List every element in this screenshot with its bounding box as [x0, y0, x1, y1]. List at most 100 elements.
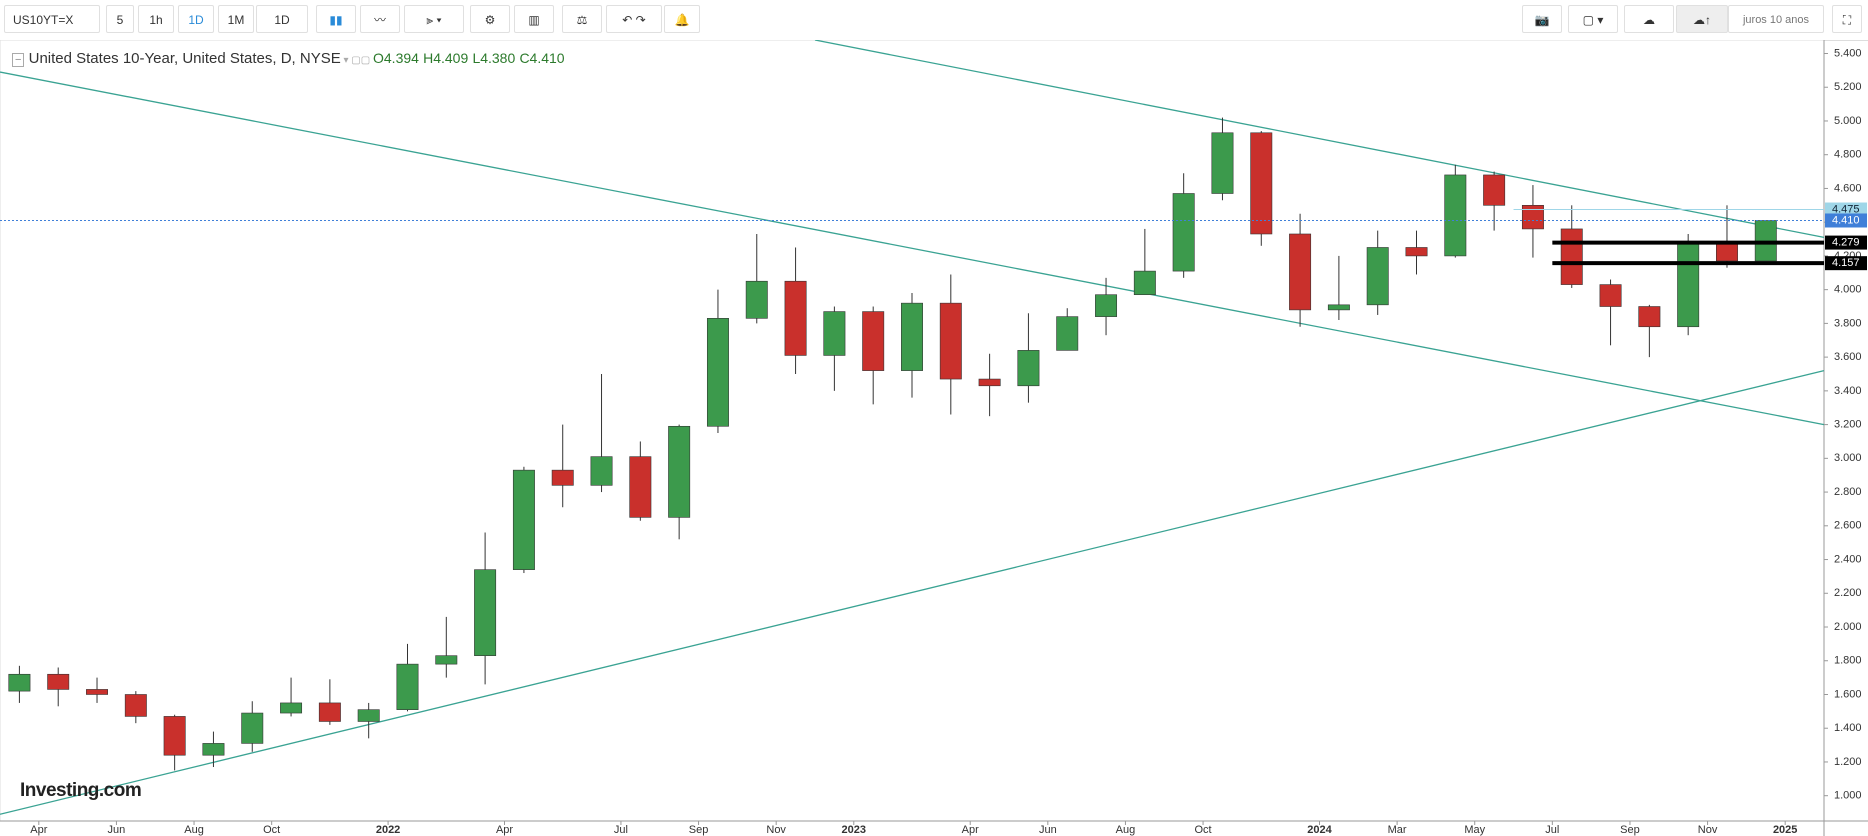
x-tick-label: 2024	[1307, 824, 1332, 836]
ohlc-low: L4.380	[472, 50, 516, 66]
candle-body	[745, 280, 768, 319]
y-tick-label: 5.200	[1834, 81, 1862, 93]
y-tick-label: 1.600	[1834, 688, 1862, 700]
x-tick-label: Sep	[689, 824, 709, 836]
chart-title: United States 10-Year, United States, D,…	[28, 50, 341, 67]
candle-body	[318, 702, 341, 722]
y-tick-label: 4.600	[1834, 182, 1862, 194]
candle-body	[512, 469, 535, 570]
candle-type-button[interactable]: ▮▮	[316, 5, 356, 33]
symbol-input[interactable]: US10YT=X	[4, 5, 100, 33]
candle-body	[357, 709, 380, 722]
candle-body	[551, 469, 574, 486]
y-tick-label: 1.000	[1834, 790, 1862, 802]
candle-body	[163, 716, 186, 756]
x-tick-label: Jul	[1545, 824, 1559, 836]
fullscreen-button[interactable]: ⛶	[1832, 5, 1862, 33]
candle-body	[629, 456, 652, 518]
candle-body	[784, 280, 807, 356]
y-tick-label: 3.200	[1834, 419, 1862, 431]
indicator-button[interactable]: ⫸ ▾	[404, 5, 464, 33]
candle-body	[1716, 242, 1738, 262]
candle-body	[1444, 174, 1467, 257]
line-type-button[interactable]: 〰	[360, 5, 400, 33]
alert-button[interactable]: 🔔	[664, 5, 700, 33]
x-tick-label: Apr	[962, 824, 979, 836]
y-tick-label: 5.400	[1834, 47, 1862, 59]
x-tick-label: Oct	[263, 824, 280, 836]
studies-button[interactable]: ▥	[514, 5, 554, 33]
interval-button[interactable]: 1M	[218, 5, 254, 33]
candle-body	[706, 318, 729, 427]
ohlc-close: C4.410	[519, 50, 565, 66]
candle-body	[939, 302, 962, 380]
price-label: 4.475	[1832, 203, 1860, 215]
toolbar: US10YT=X 5 1h 1D 1M 1D ▮▮ 〰 ⫸ ▾ ⚙ ▥ ⚖ ↶ …	[0, 0, 1868, 41]
y-tick-label: 2.800	[1834, 486, 1862, 498]
candle-body	[1677, 242, 1700, 328]
x-tick-label: Jun	[1039, 824, 1057, 836]
layout-dropdown[interactable]: juros 10 anos	[1728, 5, 1824, 33]
price-label: 4.279	[1832, 236, 1860, 248]
candle-body	[1483, 174, 1506, 206]
y-tick-label: 1.800	[1834, 655, 1862, 667]
x-tick-label: Nov	[1698, 824, 1718, 836]
candle-body	[241, 712, 264, 744]
candle-body	[435, 655, 458, 665]
x-tick-label: 2023	[842, 824, 866, 836]
y-tick-label: 4.000	[1834, 284, 1862, 296]
y-tick-label: 3.400	[1834, 385, 1862, 397]
cloud-button[interactable]: ☁	[1624, 5, 1674, 33]
x-tick-label: Jun	[108, 824, 126, 836]
candle-body	[1250, 132, 1273, 235]
interval-button[interactable]: 5	[106, 5, 134, 33]
x-tick-label: Apr	[496, 824, 513, 836]
interval-button[interactable]: 1h	[138, 5, 174, 33]
candle-body	[396, 663, 419, 710]
candle-body	[1366, 247, 1389, 306]
interval-dropdown[interactable]: 1D	[256, 5, 308, 33]
x-tick-label: Aug	[184, 824, 204, 836]
legend-toggle[interactable]: −	[12, 53, 25, 67]
upload-button[interactable]: ☁↑	[1676, 5, 1728, 33]
price-label: 4.157	[1832, 257, 1860, 269]
y-tick-label: 2.000	[1834, 621, 1862, 633]
candle-body	[1521, 205, 1544, 230]
plot-frame	[0, 40, 1825, 822]
watermark: Investing.com	[20, 780, 142, 801]
color-dropdown[interactable]: ▢ ▾	[1568, 5, 1618, 33]
compare-button[interactable]: ⚖	[562, 5, 602, 33]
candle-body	[202, 743, 225, 756]
candle-body	[668, 425, 691, 518]
candle-body	[862, 311, 885, 371]
x-tick-label: 2022	[376, 824, 400, 836]
y-tick-label: 3.600	[1834, 351, 1862, 363]
y-tick-label: 3.000	[1834, 452, 1862, 464]
interval-button[interactable]: 1D	[178, 5, 214, 33]
y-tick-label: 2.400	[1834, 553, 1862, 565]
candle-body	[823, 311, 846, 356]
x-tick-label: Sep	[1620, 824, 1640, 836]
x-tick-label: Aug	[1116, 824, 1136, 836]
candle-body	[1599, 284, 1622, 307]
y-tick-label: 1.200	[1834, 756, 1862, 768]
settings-button[interactable]: ⚙	[470, 5, 510, 33]
price-label-box	[1825, 256, 1867, 271]
price-label-box	[1825, 202, 1867, 217]
screenshot-button[interactable]: 📷	[1522, 5, 1562, 33]
candle-body	[1017, 350, 1040, 387]
y-tick-label: 1.400	[1834, 722, 1862, 734]
y-tick-label: 2.200	[1834, 587, 1862, 599]
chart: 1.000 1.200 1.400 1.600 1.800 2.000 2.200 2.400…	[0, 40, 1868, 836]
candle-body	[1327, 304, 1350, 311]
price-label-box	[1825, 213, 1867, 228]
candle-body	[280, 702, 303, 714]
candle-body	[1172, 193, 1195, 272]
candle-body	[901, 302, 923, 371]
trendline	[0, 71, 1825, 426]
undo-redo[interactable]: ↶ ↷	[606, 5, 662, 33]
x-tick-label: Nov	[766, 824, 786, 836]
y-tick-label: 5.000	[1834, 115, 1862, 127]
candle-body	[1211, 132, 1234, 194]
